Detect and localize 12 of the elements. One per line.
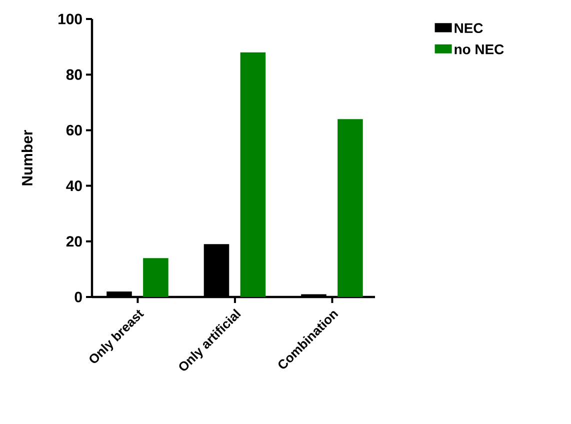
legend-label: NEC — [454, 23, 483, 34]
bar — [338, 119, 363, 297]
y-axis-title: Number — [22, 130, 32, 186]
bar — [240, 52, 266, 297]
bar — [143, 258, 168, 297]
y-tick-label: 20 — [66, 236, 82, 247]
y-tick-label: 40 — [66, 180, 82, 192]
y-tick-label: 100 — [58, 14, 82, 24]
y-tick-label: 0 — [74, 292, 82, 302]
legend-label: no NEC — [454, 44, 504, 54]
y-tick-label: 60 — [66, 124, 82, 136]
y-tick-label: 80 — [66, 69, 82, 80]
